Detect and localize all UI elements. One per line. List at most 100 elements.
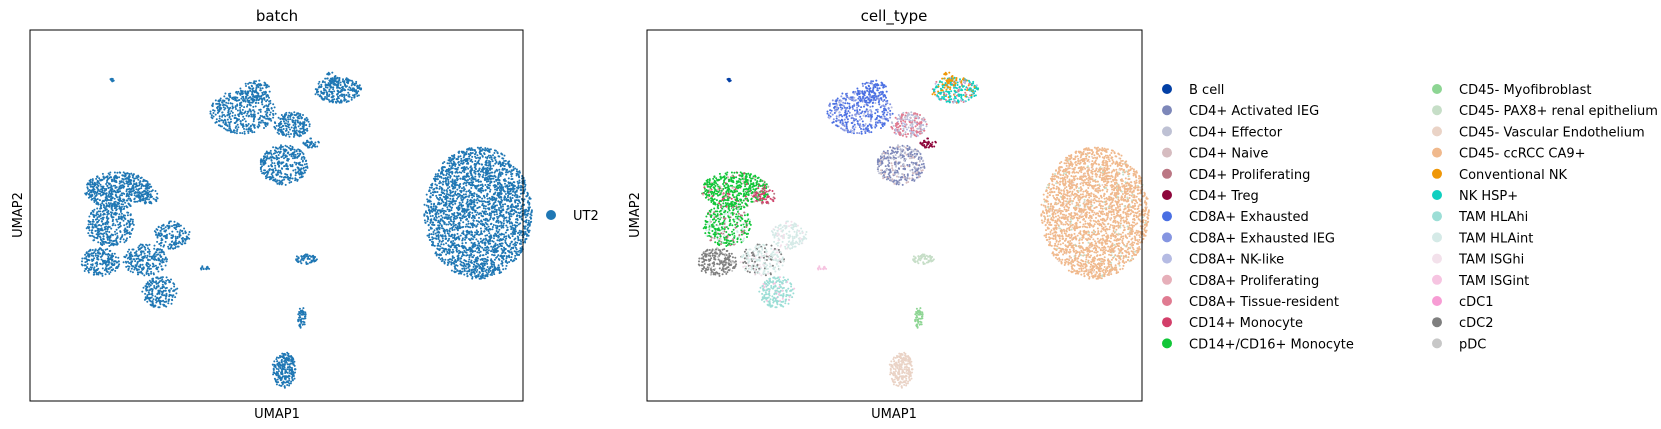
batch-point xyxy=(246,110,249,113)
batch-point xyxy=(484,213,487,216)
batch-point xyxy=(265,177,268,180)
batch-point xyxy=(511,235,514,238)
batch-point xyxy=(87,182,90,185)
batch-point xyxy=(510,251,513,254)
batch-point xyxy=(116,232,119,235)
batch-point xyxy=(490,167,493,170)
batch-point xyxy=(328,88,331,91)
batch-point xyxy=(451,167,454,170)
batch-point xyxy=(120,187,122,190)
batch-point xyxy=(470,271,473,274)
batch-point xyxy=(350,96,353,99)
batch-point xyxy=(111,220,114,223)
batch-point xyxy=(489,198,492,201)
batch-point xyxy=(493,245,496,248)
batch-point xyxy=(488,197,491,199)
batch-point xyxy=(358,87,361,90)
batch-point xyxy=(442,180,445,183)
batch-point xyxy=(447,168,450,171)
batch-point xyxy=(465,211,468,213)
batch-point xyxy=(479,237,482,240)
batch-point xyxy=(468,268,471,271)
batch-point xyxy=(451,178,454,181)
batch-point xyxy=(519,222,522,225)
batch-point xyxy=(431,223,434,226)
batch-point xyxy=(295,149,298,152)
batch-point xyxy=(120,192,123,195)
batch-point xyxy=(478,244,481,247)
batch-point xyxy=(452,197,455,200)
batch-point xyxy=(113,205,116,208)
batch-point xyxy=(508,163,511,166)
batch-point xyxy=(508,218,511,221)
batch-point xyxy=(464,168,467,171)
batch-point xyxy=(504,163,507,165)
batch-point xyxy=(529,221,532,224)
batch-point xyxy=(114,213,117,216)
batch-point xyxy=(440,170,443,173)
batch-point xyxy=(335,77,338,80)
batch-point xyxy=(519,247,522,250)
batch-point xyxy=(469,239,471,241)
batch-point xyxy=(243,130,246,133)
batch-point xyxy=(93,257,96,260)
batch-point xyxy=(91,181,94,184)
batch-point xyxy=(448,260,451,263)
batch-point xyxy=(463,212,466,215)
batch-point xyxy=(501,264,504,267)
batch-point xyxy=(90,229,93,232)
batch-point xyxy=(498,181,501,184)
batch-point xyxy=(255,80,257,83)
batch-point xyxy=(88,215,91,218)
batch-point xyxy=(482,274,485,277)
batch-point xyxy=(466,263,469,266)
batch-point xyxy=(281,182,284,185)
batch-point xyxy=(133,179,135,182)
batch-point xyxy=(498,258,501,261)
batch-point xyxy=(498,185,501,188)
batch-point xyxy=(478,157,481,160)
batch-point xyxy=(255,87,258,90)
batch-point xyxy=(465,218,468,221)
batch-point xyxy=(483,179,486,181)
batch-point xyxy=(125,239,128,242)
batch-point xyxy=(515,168,518,171)
batch-point xyxy=(435,219,438,222)
batch-point xyxy=(97,224,100,227)
batch-point xyxy=(252,120,255,123)
batch-point xyxy=(498,228,501,231)
batch-point xyxy=(268,113,271,116)
batch-point xyxy=(239,120,242,123)
batch-point xyxy=(505,235,508,238)
batch-point xyxy=(458,163,461,166)
batch-point xyxy=(463,273,466,276)
batch-point xyxy=(272,114,275,116)
batch-point xyxy=(460,197,463,199)
batch-point xyxy=(517,199,520,202)
batch-point xyxy=(246,124,249,127)
batch-point xyxy=(516,202,519,205)
batch-point xyxy=(497,176,500,179)
batch-point xyxy=(234,114,237,117)
batch-point xyxy=(488,238,491,241)
batch-point xyxy=(107,221,110,224)
batch-point xyxy=(96,201,98,204)
batch-point xyxy=(505,171,507,174)
batch-point xyxy=(510,192,512,195)
batch-point xyxy=(119,225,122,227)
batch-point xyxy=(478,206,481,208)
batch-point xyxy=(440,243,443,246)
batch-point xyxy=(339,84,342,86)
batch-point xyxy=(463,263,466,265)
batch-point xyxy=(328,83,331,86)
batch-point xyxy=(94,223,97,226)
batch-point xyxy=(239,109,242,112)
batch-point xyxy=(120,199,123,202)
batch-point xyxy=(252,95,255,98)
batch-point xyxy=(99,203,102,206)
batch-point xyxy=(461,170,464,172)
batch-point xyxy=(437,209,439,212)
batch-point xyxy=(437,236,440,239)
batch-point xyxy=(111,233,114,236)
batch-point xyxy=(514,254,517,257)
